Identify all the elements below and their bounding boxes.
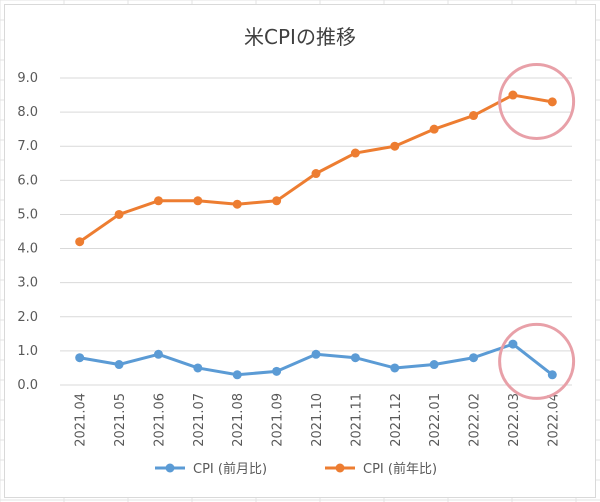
data-point [429, 124, 439, 134]
data-point [311, 349, 321, 359]
y-tick-label: 8.0 [17, 105, 38, 120]
data-point [547, 97, 557, 107]
x-tick-label: 2021.07 [192, 393, 207, 447]
x-tick-label: 2021.06 [152, 393, 167, 447]
data-point [114, 209, 124, 219]
data-point [508, 90, 518, 100]
data-point [350, 353, 360, 363]
data-point [272, 366, 282, 376]
data-point [547, 370, 557, 380]
series-layer [75, 90, 557, 380]
x-tick-label: 2021.11 [349, 393, 364, 447]
y-tick-label: 3.0 [17, 276, 38, 291]
data-point [390, 141, 400, 151]
data-point [508, 339, 518, 349]
y-tick-label: 0.0 [17, 378, 38, 393]
x-tick-label: 2021.10 [310, 393, 325, 447]
y-tick-label: 4.0 [17, 242, 38, 257]
data-point [350, 148, 360, 158]
data-point [75, 237, 85, 247]
series-line-1 [78, 93, 554, 244]
highlight-circle [498, 322, 576, 400]
x-tick-label: 2021.08 [231, 393, 246, 447]
chart-frame[interactable] [4, 4, 596, 498]
series-line-0 [78, 342, 554, 377]
data-point [469, 111, 479, 121]
data-point [153, 196, 163, 206]
highlight-circle [498, 62, 576, 140]
x-tick-label: 2021.12 [389, 393, 404, 447]
x-tick-label: 2021.04 [74, 393, 89, 447]
data-point [232, 199, 242, 209]
y-axis-tick-labels: 0.0 1.0 2.0 3.0 4.0 5.0 6.0 7.0 8.0 9.0 [17, 71, 38, 393]
data-point [390, 363, 400, 373]
x-tick-label: 2022.03 [507, 393, 522, 447]
gridlines [60, 77, 572, 386]
data-point [153, 349, 163, 359]
y-tick-label: 6.0 [17, 173, 38, 188]
x-tick-label: 2022.01 [428, 393, 443, 447]
x-tick-label: 2021.05 [113, 393, 128, 447]
data-point [272, 196, 282, 206]
legend-label: CPI (前年比) [363, 461, 437, 477]
data-point [469, 353, 479, 363]
x-tick-label: 2022.02 [468, 393, 483, 447]
data-point [114, 360, 124, 370]
x-tick-label: 2021.09 [271, 393, 286, 447]
data-point [193, 196, 203, 206]
highlight-circles [498, 62, 576, 400]
y-tick-label: 9.0 [17, 71, 38, 86]
legend-label: CPI (前月比) [193, 461, 267, 477]
y-tick-label: 2.0 [17, 310, 38, 325]
data-point [232, 370, 242, 380]
data-point [429, 360, 439, 370]
legend-swatch-marker [165, 463, 175, 473]
data-point [311, 169, 321, 179]
x-axis-tick-labels: 2021.04 2021.05 2021.06 2021.07 2021.08 2021.… [74, 393, 562, 447]
legend: CPI (前月比) CPI (前年比) [155, 461, 437, 477]
x-tick-label: 2022.04 [546, 393, 561, 447]
legend-swatch-marker [335, 463, 345, 473]
data-point [193, 363, 203, 373]
y-tick-label: 5.0 [17, 207, 38, 222]
y-tick-label: 7.0 [17, 139, 38, 154]
y-tick-label: 1.0 [17, 344, 38, 359]
chart-title: 米CPIの推移 [244, 25, 356, 49]
data-point [75, 353, 85, 363]
